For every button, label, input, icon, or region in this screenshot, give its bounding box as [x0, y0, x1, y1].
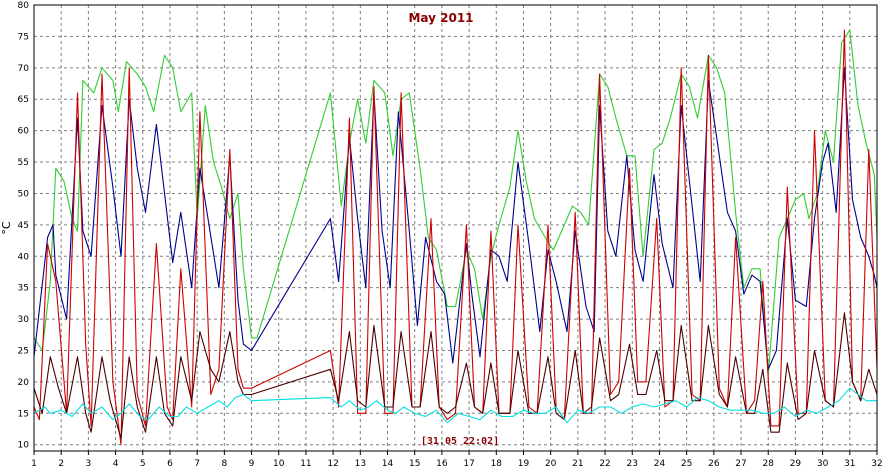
x-tick-label: 8 — [221, 459, 227, 469]
x-tick-label: 32 — [871, 459, 882, 469]
x-tick-label: 19 — [518, 459, 530, 469]
x-tick-label: 9 — [249, 459, 255, 469]
y-tick-label: 75 — [18, 32, 29, 42]
x-tick-label: 21 — [572, 459, 583, 469]
x-tick-label: 28 — [762, 459, 774, 469]
y-tick-label: 80 — [18, 1, 30, 11]
x-tick-label: 24 — [654, 459, 666, 469]
y-axis-label: °C — [0, 221, 13, 235]
chart-title: May 2011 — [408, 11, 473, 25]
y-tick-label: 15 — [18, 409, 29, 419]
x-tick-label: 6 — [167, 459, 173, 469]
tick-labels: 1 2 3 4 5 6 7 8 9 10 11 12 13 14 15 16 17 18 19 20 21 22 23 24 2… — [18, 1, 882, 469]
y-tick-label: 50 — [18, 189, 30, 199]
y-tick-label: 45 — [18, 221, 29, 231]
x-tick-label: 14 — [382, 459, 394, 469]
x-tick-label: 15 — [409, 459, 420, 469]
y-tick-label: 65 — [18, 95, 29, 105]
plot-frame — [33, 4, 878, 452]
y-tick-label: 20 — [18, 378, 30, 388]
x-tick-label: 3 — [86, 459, 92, 469]
y-tick-label: 40 — [18, 252, 30, 262]
series-line-1 — [33, 29, 878, 377]
y-tick-label: 35 — [18, 284, 29, 294]
timestamp-label: [31.05 22:02] — [421, 436, 499, 447]
y-tick-label: 10 — [18, 441, 30, 451]
x-tick-label: 27 — [735, 459, 746, 469]
x-tick-label: 12 — [327, 459, 338, 469]
y-tick-label: 55 — [18, 158, 29, 168]
x-tick-label: 30 — [817, 459, 829, 469]
x-tick-label: 10 — [273, 459, 285, 469]
x-tick-label: 18 — [491, 459, 503, 469]
x-tick-label: 31 — [844, 459, 855, 469]
y-tick-label: 25 — [18, 346, 29, 356]
x-tick-label: 7 — [194, 459, 200, 469]
x-tick-label: 4 — [113, 459, 119, 469]
x-tick-label: 2 — [58, 459, 64, 469]
x-tick-label: 26 — [708, 459, 720, 469]
x-tick-label: 13 — [355, 459, 366, 469]
x-tick-label: 23 — [627, 459, 638, 469]
x-tick-label: 29 — [790, 459, 802, 469]
series-line-3 — [33, 29, 878, 446]
x-tick-label: 16 — [436, 459, 448, 469]
x-tick-label: 25 — [681, 459, 692, 469]
y-tick-label: 30 — [18, 315, 30, 325]
y-tick-label: 60 — [18, 127, 30, 137]
x-tick-label: 11 — [300, 459, 311, 469]
series-line-5 — [33, 387, 877, 424]
y-tick-label: 70 — [18, 64, 30, 74]
x-tick-label: 1 — [31, 459, 37, 469]
x-tick-label: 20 — [545, 459, 557, 469]
x-tick-label: 17 — [463, 459, 474, 469]
series-line-2 — [33, 67, 878, 370]
series-line-4 — [33, 312, 878, 439]
x-tick-label: 5 — [140, 459, 146, 469]
x-tick-label: 22 — [599, 459, 610, 469]
series-layer — [33, 29, 878, 446]
